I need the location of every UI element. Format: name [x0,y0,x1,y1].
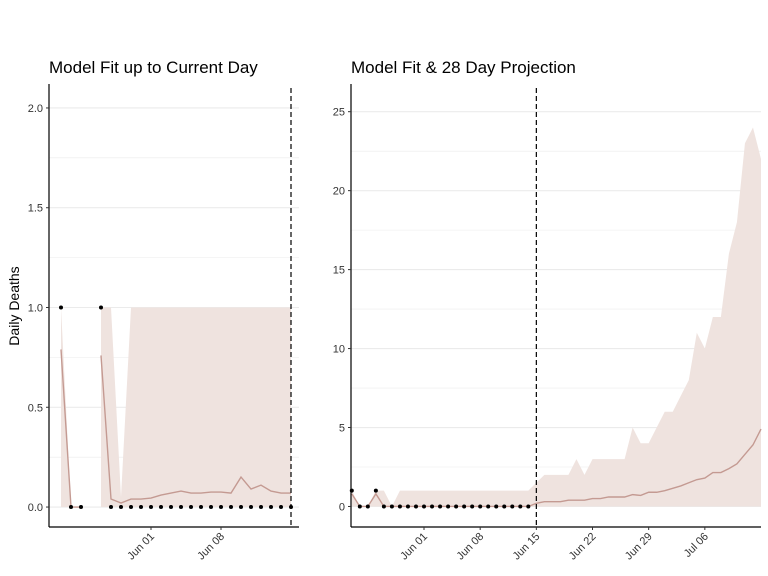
model-fit-line [100,355,291,504]
observed-point [397,504,402,509]
observed-point [109,505,113,510]
panel-projection-band [351,127,761,507]
panel-projection-y-ticks: 0 5 10 15 20 25 [333,107,351,513]
observed-point [478,504,483,509]
observed-point [269,505,273,510]
y-tick-label: 10 [333,344,345,356]
panel-model-fit-axes [48,84,299,528]
observed-point [462,504,467,509]
observed-point [373,488,378,493]
observed-point [149,505,153,510]
y-tick-label: 1.5 [28,203,43,215]
observed-point [365,504,370,509]
panel-model-fit-y-ticks: 0.0 0.5 1.0 1.5 2.0 [28,103,49,514]
y-tick-label: 25 [333,107,345,119]
observed-point [219,505,223,510]
observed-point [357,504,362,509]
panel-projection-line [351,428,762,508]
observed-point [389,504,394,509]
panel-projection-axes [350,84,761,528]
observed-point [422,504,427,509]
panel-projection-title: Model Fit & 28 Day Projection [351,58,576,77]
observed-point [494,504,499,509]
observed-point [189,505,193,510]
observed-point [99,305,103,310]
observed-point [381,504,386,509]
observed-point [446,504,451,509]
model-fit-line [351,428,762,508]
observed-point [129,505,133,510]
observed-point [279,505,283,510]
observed-point [179,505,183,510]
y-axis-label: Daily Deaths [6,266,22,345]
observed-point [239,505,243,510]
observed-point [249,505,253,510]
observed-point [79,505,83,510]
y-tick-label: 0 [339,501,345,513]
observed-point [405,504,410,509]
observed-point [199,505,203,510]
y-tick-label: 0.5 [28,402,43,414]
observed-point [169,505,173,510]
observed-point [159,505,163,510]
uncertainty-band [351,127,761,507]
y-tick-label: 15 [333,265,345,277]
observed-point [209,505,213,510]
y-tick-label: 1.0 [28,303,43,315]
observed-point [119,505,123,510]
observed-point [526,504,531,509]
uncertainty-band [61,307,81,508]
y-tick-label: 2.0 [28,103,43,115]
observed-point [518,504,523,509]
observed-point [502,504,507,509]
panel-projection-points [349,488,531,509]
observed-point [470,504,475,509]
y-tick-label: 5 [339,423,345,435]
observed-point [413,504,418,509]
panel-model-fit-band [61,307,291,508]
uncertainty-band [101,307,291,508]
observed-point [139,505,143,510]
panel-model-fit-points [59,305,293,510]
observed-point [59,305,63,310]
observed-point [454,504,459,509]
observed-point [259,505,263,510]
observed-point [510,504,515,509]
y-tick-label: 0.0 [28,502,43,514]
observed-point [69,505,73,510]
observed-point [438,504,443,509]
observed-point [430,504,435,509]
observed-point [486,504,491,509]
panel-model-fit-title: Model Fit up to Current Day [49,58,258,77]
y-tick-label: 20 [333,186,345,198]
observed-point [229,505,233,510]
